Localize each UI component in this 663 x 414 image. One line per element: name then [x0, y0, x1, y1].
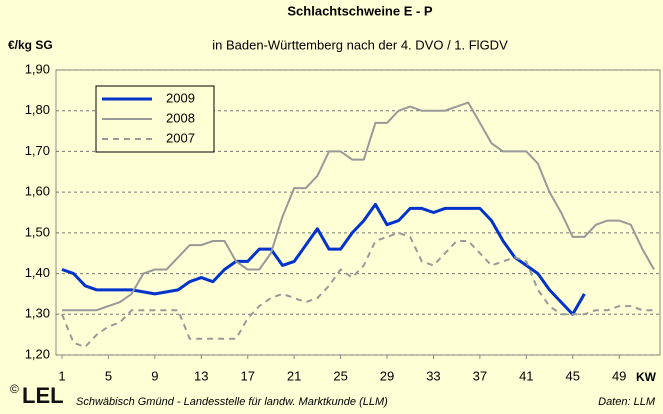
legend-label: 2009	[166, 90, 195, 105]
x-tick-label: 33	[426, 368, 440, 383]
logo: LEL	[22, 383, 64, 408]
x-tick-label: 29	[380, 368, 394, 383]
x-tick-label: 13	[194, 368, 208, 383]
data-credit: Daten: LLM	[598, 396, 656, 408]
x-tick-label: 41	[519, 368, 533, 383]
y-tick-label: 1,30	[25, 306, 50, 321]
x-axis-label: KW	[636, 370, 657, 384]
chart-title: Schlachtschweine E - P	[287, 3, 433, 18]
y-tick-label: 1,50	[25, 224, 50, 239]
source: Schwäbisch Gmünd - Landesstelle für land…	[76, 396, 388, 408]
x-tick-label: 9	[151, 368, 158, 383]
y-axis-label: €/kg SG	[8, 38, 53, 52]
x-tick-label: 17	[240, 368, 254, 383]
x-tick-label: 5	[105, 368, 112, 383]
x-tick-label: 21	[287, 368, 301, 383]
y-tick-label: 1,40	[25, 265, 50, 280]
series-line	[61, 231, 654, 348]
x-tick-label: 37	[473, 368, 487, 383]
copyright: ©	[10, 382, 19, 396]
x-tick-label: 1	[58, 368, 65, 383]
y-tick-label: 1,70	[25, 143, 50, 158]
legend-label: 2007	[166, 130, 195, 145]
y-tick-label: 1,90	[25, 61, 50, 76]
series-line	[62, 101, 655, 312]
legend-label: 2008	[166, 110, 195, 125]
x-tick-label: 49	[612, 368, 626, 383]
y-tick-label: 1,60	[25, 184, 50, 199]
x-tick-label: 25	[333, 368, 347, 383]
y-tick-label: 1,80	[25, 102, 50, 117]
x-tick-label: 45	[566, 368, 580, 383]
y-tick-label: 1,20	[25, 346, 50, 361]
series-line	[61, 202, 586, 316]
chart-subtitle: in Baden-Württemberg nach der 4. DVO / 1…	[212, 37, 508, 52]
